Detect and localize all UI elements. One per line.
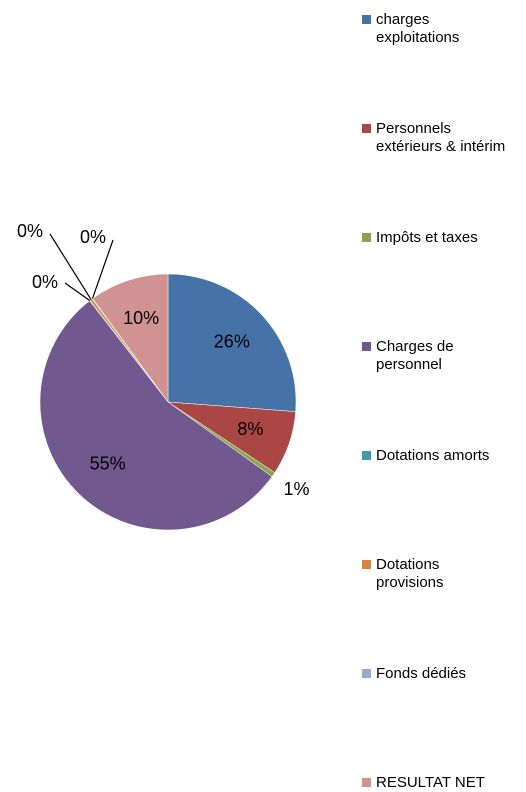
pie-slice (92, 273, 169, 403)
legend-label: Personnels extérieurs & intérim (376, 120, 506, 155)
legend-swatch (362, 560, 371, 569)
data-label: 0% (32, 272, 58, 292)
legend-swatch (362, 15, 371, 24)
pie-slice (39, 300, 273, 531)
legend-label: Charges de personnel (376, 338, 454, 373)
legend-swatch (362, 669, 371, 678)
data-label: 0% (17, 221, 43, 241)
legend-label: RESULTAT NET (376, 774, 485, 791)
legend-swatch (362, 233, 371, 242)
data-label: 8% (237, 419, 263, 439)
leader-line (64, 282, 91, 302)
data-label: 55% (90, 453, 126, 473)
legend-swatch (362, 124, 371, 133)
data-label: 0% (80, 227, 106, 247)
legend-label: Impôts et taxes (376, 229, 478, 246)
data-label: 10% (123, 308, 159, 328)
data-label: 1% (283, 479, 309, 499)
data-label: 26% (214, 332, 250, 352)
leader-line (49, 233, 92, 300)
legend-label: Fonds dédiés (376, 665, 467, 682)
legend-swatch (362, 451, 371, 460)
leader-line (91, 239, 114, 299)
legend-label: Dotations provisions (376, 556, 444, 591)
legend-label: charges exploitations (376, 11, 460, 46)
pie-slice (167, 273, 297, 412)
legend-label: Dotations amorts (376, 447, 490, 464)
legend-swatch (362, 778, 371, 787)
legend-swatch (362, 342, 371, 351)
